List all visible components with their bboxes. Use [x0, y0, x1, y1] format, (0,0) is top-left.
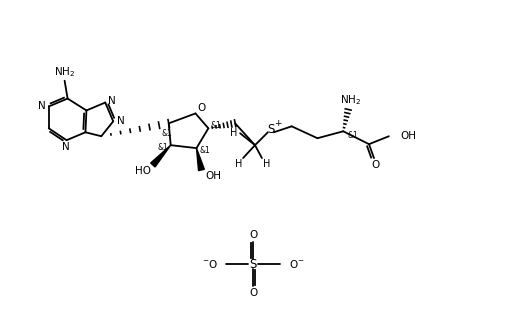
Text: S: S: [267, 123, 274, 136]
Text: &1: &1: [199, 146, 210, 154]
Polygon shape: [151, 145, 171, 167]
Text: N: N: [117, 116, 125, 126]
Text: OH: OH: [401, 131, 417, 141]
Text: NH$_2$: NH$_2$: [54, 65, 75, 79]
Text: OH: OH: [205, 171, 222, 181]
Text: &1: &1: [161, 129, 172, 138]
Text: NH$_2$: NH$_2$: [340, 93, 361, 108]
Text: $\mathregular{{}^{-}}$O: $\mathregular{{}^{-}}$O: [202, 258, 219, 270]
Text: &1: &1: [157, 143, 168, 152]
Text: O$\mathregular{{}^{-}}$: O$\mathregular{{}^{-}}$: [288, 258, 304, 270]
Text: N: N: [108, 95, 116, 106]
Text: &1: &1: [211, 121, 222, 130]
Text: H: H: [235, 159, 243, 169]
Text: &1: &1: [348, 131, 358, 140]
Text: O: O: [249, 230, 257, 240]
Text: O: O: [197, 103, 205, 113]
Text: N: N: [38, 101, 46, 112]
Text: N: N: [62, 142, 69, 152]
Text: +: +: [274, 119, 281, 128]
Text: S: S: [249, 258, 257, 271]
Text: HO: HO: [135, 166, 151, 176]
Polygon shape: [197, 148, 204, 171]
Text: H: H: [231, 128, 238, 138]
Text: O: O: [249, 288, 257, 298]
Text: O: O: [372, 160, 380, 170]
Text: H: H: [263, 159, 271, 169]
